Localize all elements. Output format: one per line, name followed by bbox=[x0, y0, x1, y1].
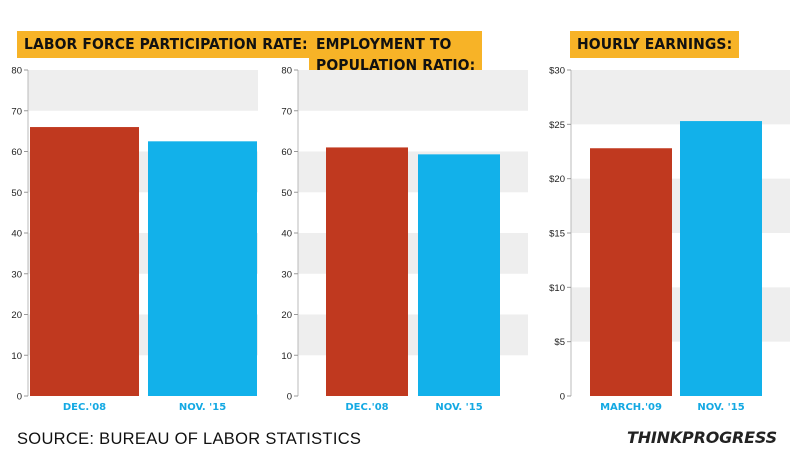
y-tick-label: 50 bbox=[281, 188, 292, 199]
y-tick-label: 20 bbox=[11, 310, 22, 321]
bar-red bbox=[30, 127, 139, 397]
y-tick-label: $15 bbox=[549, 229, 565, 240]
bar-red bbox=[590, 148, 672, 396]
y-tick-label: $10 bbox=[549, 283, 565, 294]
x-category-label: NOV. '15 bbox=[697, 402, 744, 413]
y-tick-label: $5 bbox=[554, 337, 565, 348]
y-tick-label: 20 bbox=[281, 310, 292, 321]
y-tick-label: 80 bbox=[11, 66, 22, 77]
y-tick-label: 40 bbox=[11, 229, 22, 240]
x-category-label: DEC.'08 bbox=[63, 402, 106, 413]
y-tick-label: 40 bbox=[281, 229, 292, 240]
y-tick-label: $30 bbox=[549, 66, 565, 77]
chart-2-title-line-1: EMPLOYMENT TO bbox=[316, 35, 452, 53]
bar-blue bbox=[418, 154, 500, 396]
y-tick-label: 10 bbox=[281, 351, 292, 362]
grid-band bbox=[571, 70, 790, 125]
chart-2: 0 10 20 30 40 50 60 70 80 DEC.'08 NOV. '15 bbox=[281, 66, 528, 413]
y-tick-label: 60 bbox=[11, 147, 22, 158]
chart-3: 0 $5 $10 $15 $20 $25 $30 MARCH.'09 NOV. '15 bbox=[549, 66, 790, 413]
thinkprogress-logo: THINKPROGRESS bbox=[627, 428, 777, 447]
x-category-label: NOV. '15 bbox=[435, 402, 482, 413]
x-category-label: MARCH.'09 bbox=[600, 402, 662, 413]
y-tick-label: 0 bbox=[560, 392, 565, 403]
chart-1: 0 10 20 30 40 50 60 70 80 DEC.'08 NOV. '15 bbox=[11, 66, 258, 413]
x-category-label: DEC.'08 bbox=[345, 402, 388, 413]
grid-band bbox=[28, 70, 258, 111]
x-category-label: NOV. '15 bbox=[179, 402, 226, 413]
y-tick-label: 10 bbox=[11, 351, 22, 362]
y-tick-label: 60 bbox=[281, 147, 292, 158]
y-tick-label: 0 bbox=[17, 392, 22, 403]
y-tick-label: $20 bbox=[549, 174, 565, 185]
y-tick-label: 50 bbox=[11, 188, 22, 199]
y-tick-label: $25 bbox=[549, 120, 565, 131]
y-tick-label: 0 bbox=[287, 392, 292, 403]
y-tick-label: 80 bbox=[281, 66, 292, 77]
grid-band bbox=[298, 70, 528, 111]
bar-red bbox=[326, 147, 408, 396]
bar-blue bbox=[148, 141, 257, 396]
y-tick-label: 70 bbox=[11, 106, 22, 117]
y-tick-label: 30 bbox=[281, 269, 292, 280]
source-note: SOURCE: BUREAU OF LABOR STATISTICS bbox=[17, 430, 362, 448]
chart-1-title: LABOR FORCE PARTICIPATION RATE: bbox=[17, 31, 315, 58]
y-tick-label: 30 bbox=[11, 269, 22, 280]
chart-3-title: HOURLY EARNINGS: bbox=[570, 31, 740, 58]
bar-blue bbox=[680, 121, 762, 396]
chart-2-title-line-2: POPULATION RATIO: bbox=[316, 56, 476, 74]
y-tick-label: 70 bbox=[281, 106, 292, 117]
